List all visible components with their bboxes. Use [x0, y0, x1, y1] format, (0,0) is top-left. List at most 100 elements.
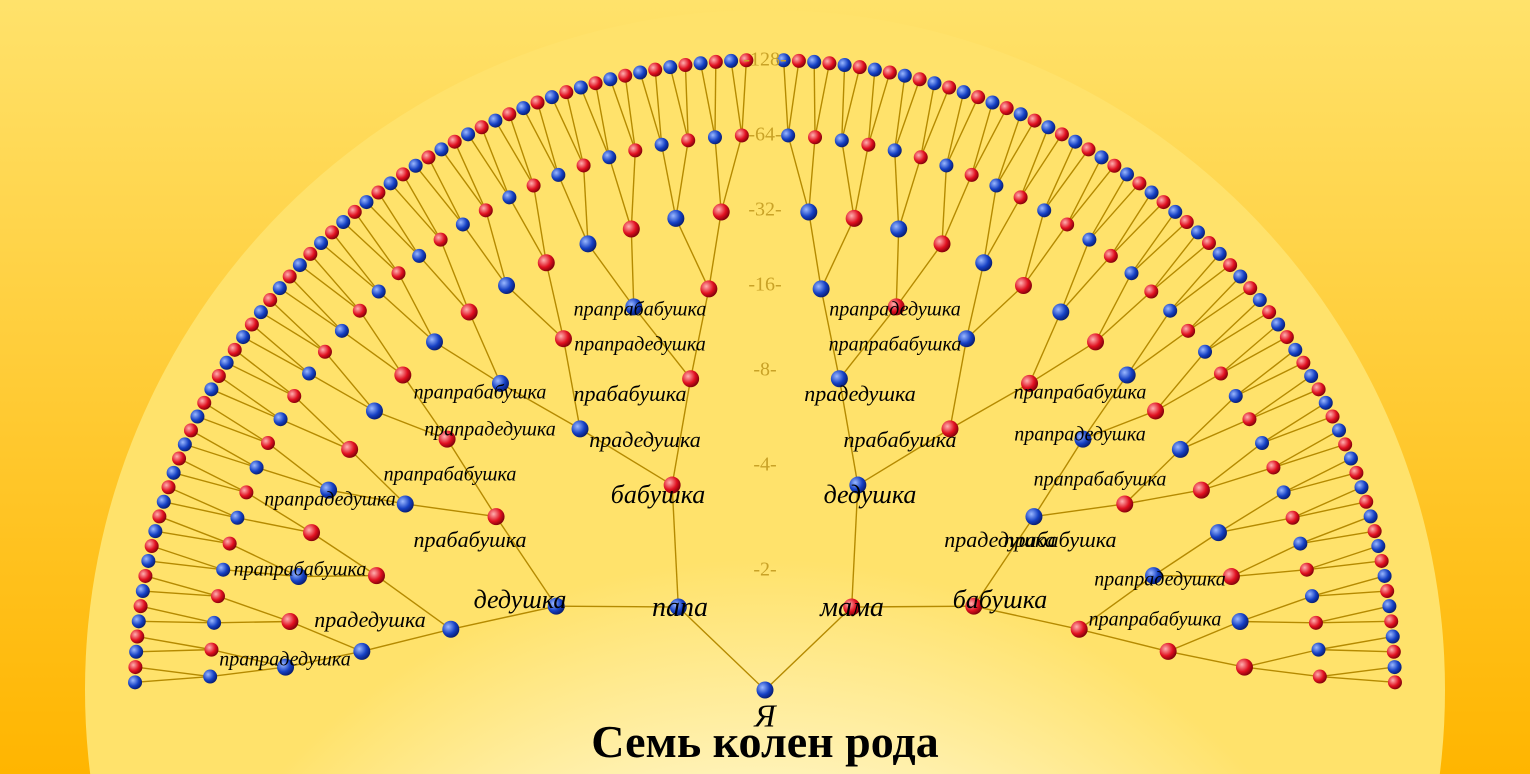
ancestor-node	[1191, 225, 1205, 239]
ancestor-node	[708, 130, 722, 144]
ancestor-node	[975, 254, 992, 271]
ancestor-node	[148, 524, 162, 538]
ancestor-node	[694, 56, 708, 70]
ancestor-node	[623, 220, 640, 237]
ancestor-node	[145, 539, 159, 553]
ancestor-node	[1210, 524, 1227, 541]
ancestor-node	[1144, 285, 1158, 299]
ancestor-node	[207, 616, 221, 630]
ancestor-node	[678, 58, 692, 72]
ancestor-node	[709, 55, 723, 69]
ancestor-node	[1296, 356, 1310, 370]
ancestor-node	[130, 630, 144, 644]
ancestor-node	[303, 247, 317, 261]
ancestor-node	[868, 63, 882, 77]
kinship-label: прапрабабушка	[1089, 609, 1222, 632]
ancestor-node	[527, 179, 541, 193]
ancestor-node	[1181, 324, 1195, 338]
ancestor-node	[348, 205, 362, 219]
ancestor-node	[724, 54, 738, 68]
ancestor-node	[1145, 186, 1159, 200]
kinship-label: прапрадедушка	[424, 419, 555, 442]
ancestor-node	[461, 303, 478, 320]
kinship-label: прапрабабушка	[829, 334, 962, 357]
ancestor-node	[325, 225, 339, 239]
ancestor-node	[141, 554, 155, 568]
ancestor-node	[1095, 150, 1109, 164]
ancestor-node	[913, 72, 927, 86]
ancestor-node	[633, 65, 647, 79]
ancestor-node	[167, 466, 181, 480]
ancestor-node	[1262, 305, 1276, 319]
ancestor-node	[1202, 236, 1216, 250]
ancestor-node	[1388, 660, 1402, 674]
ancestor-node	[853, 60, 867, 74]
ancestor-node	[273, 281, 287, 295]
generation-count: -32-	[748, 199, 781, 222]
ancestor-node	[551, 168, 565, 182]
ancestor-node	[134, 599, 148, 613]
ancestor-node	[898, 69, 912, 83]
ancestor-node	[681, 133, 695, 147]
kinship-label: прапрадедушка	[1014, 424, 1145, 447]
ancestor-node	[394, 366, 411, 383]
ancestor-node	[372, 285, 386, 299]
ancestor-node	[989, 179, 1003, 193]
ancestor-node	[985, 95, 999, 109]
ancestor-node	[254, 305, 268, 319]
kinship-label: прадедушка	[589, 427, 701, 453]
ancestor-node	[655, 138, 669, 152]
ancestor-node	[128, 660, 142, 674]
ancestor-node	[700, 280, 717, 297]
generation-count: -16-	[748, 274, 781, 297]
ancestor-node	[1233, 269, 1247, 283]
ancestor-node	[184, 423, 198, 437]
kinship-label: прапрадедушка	[264, 489, 395, 512]
ancestor-node	[1213, 247, 1227, 261]
kinship-label: прапрадедушка	[219, 649, 350, 672]
ancestor-node	[792, 54, 806, 68]
ancestor-node	[835, 133, 849, 147]
ancestor-node	[502, 107, 516, 121]
ancestor-node	[263, 293, 277, 307]
ancestor-node	[409, 159, 423, 173]
ancestor-node	[371, 186, 385, 200]
ancestor-node	[883, 65, 897, 79]
kinship-label: прапрабабушка	[414, 382, 547, 405]
ancestor-node	[545, 90, 559, 104]
ancestor-node	[1286, 511, 1300, 525]
ancestor-node	[602, 150, 616, 164]
ancestor-node	[574, 81, 588, 95]
ancestor-node	[341, 441, 358, 458]
ancestor-node	[314, 236, 328, 250]
ancestor-node	[713, 204, 730, 221]
kinship-label: прапрабабушка	[1014, 382, 1147, 405]
ancestor-node	[461, 127, 475, 141]
ancestor-node	[663, 60, 677, 74]
ancestor-node	[1253, 293, 1267, 307]
ancestor-node	[1313, 670, 1327, 684]
ancestor-node	[1014, 107, 1028, 121]
ancestor-node	[1309, 616, 1323, 630]
ancestor-node	[1364, 509, 1378, 523]
ancestor-node	[628, 143, 642, 157]
ancestor-node	[236, 330, 250, 344]
ancestor-node	[971, 90, 985, 104]
ancestor-node	[152, 509, 166, 523]
ancestor-node	[1305, 589, 1319, 603]
ancestor-node	[1055, 127, 1069, 141]
ancestor-node	[1014, 190, 1028, 204]
ancestor-node	[1068, 135, 1082, 149]
kinship-label: прадедушка	[944, 527, 1056, 553]
ancestor-node	[488, 114, 502, 128]
ancestor-node	[1388, 675, 1402, 689]
ancestor-node	[293, 258, 307, 272]
ancestor-node	[502, 190, 516, 204]
generation-count: -4-	[753, 454, 776, 477]
ancestor-node	[1041, 120, 1055, 134]
ancestor-node	[368, 567, 385, 584]
ancestor-node	[942, 81, 956, 95]
ancestor-node	[1163, 304, 1177, 318]
ancestor-node	[136, 584, 150, 598]
ancestor-node	[1387, 645, 1401, 659]
